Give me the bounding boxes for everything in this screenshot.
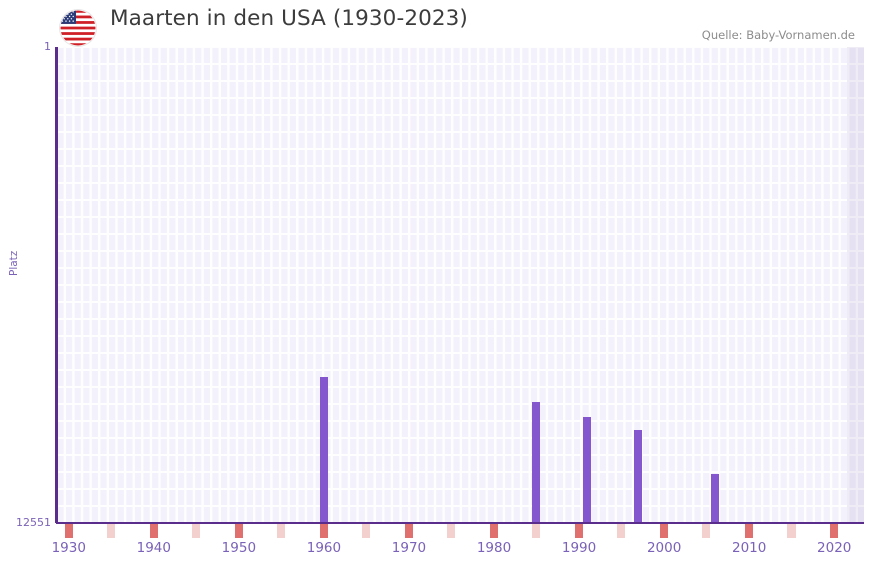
bar-series <box>56 47 864 523</box>
x-axis-label-1990: 1990 <box>561 540 597 556</box>
x-tick-1950 <box>234 524 243 538</box>
bar-1985[interactable] <box>532 401 541 523</box>
x-axis-label-1930: 1930 <box>51 540 86 556</box>
projection-shading <box>846 47 864 523</box>
source-attribution: Quelle: Baby-Vornamen.de <box>701 28 855 42</box>
x-tick-1975 <box>447 524 456 538</box>
plot-area <box>56 47 864 523</box>
y-axis-top-label: 1 <box>44 40 51 53</box>
x-axis-label-1980: 1980 <box>476 540 512 556</box>
bar-1997[interactable] <box>634 430 643 523</box>
x-axis-label-1960: 1960 <box>306 540 342 556</box>
x-tick-2015 <box>787 524 796 538</box>
y-axis-bottom-tick: 12551 <box>0 516 51 530</box>
x-axis-line <box>56 521 864 524</box>
chart-header: Maarten in den USA (1930-2023) Quelle: B… <box>0 0 873 47</box>
x-axis-label-1970: 1970 <box>391 540 427 556</box>
x-tick-1985 <box>532 524 541 538</box>
x-tick-1945 <box>192 524 201 538</box>
x-tick-1965 <box>362 524 371 538</box>
x-axis-label-2000: 2000 <box>646 540 682 556</box>
x-tick-1990 <box>574 524 583 538</box>
bar-1960[interactable] <box>319 376 328 523</box>
y-axis-line <box>55 47 58 523</box>
y-axis-bottom-label: 12551 <box>16 516 51 529</box>
x-axis-labels: 1930 1940 1950 1960 1970 1980 1990 2000 2010 2020 <box>0 540 873 564</box>
x-axis-label-2010: 2010 <box>731 540 767 556</box>
x-axis-label-2020: 2020 <box>817 540 852 556</box>
x-tick-2010 <box>744 524 753 538</box>
y-axis-top-tick: 1 <box>0 40 51 54</box>
x-axis-label-1940: 1940 <box>136 540 171 556</box>
page-title: Maarten in den USA (1930-2023) <box>110 6 468 31</box>
x-tick-1960 <box>319 524 328 538</box>
x-axis-label-1950: 1950 <box>221 540 257 556</box>
us-flag-icon <box>60 10 96 46</box>
y-axis-title: Platz <box>8 250 20 276</box>
x-tick-1955 <box>277 524 286 538</box>
x-tick-2020 <box>829 524 839 538</box>
x-tick-1970 <box>404 524 413 538</box>
x-axis-ticks <box>56 524 864 538</box>
x-tick-1940 <box>149 524 158 538</box>
bar-2006[interactable] <box>710 473 719 523</box>
x-tick-1980 <box>489 524 498 538</box>
bar-1991[interactable] <box>583 416 592 523</box>
grid-lines <box>56 47 864 523</box>
x-tick-1935 <box>107 524 116 538</box>
x-tick-1930 <box>64 524 73 538</box>
x-tick-2000 <box>659 524 668 538</box>
x-tick-1995 <box>617 524 626 538</box>
x-tick-2005 <box>702 524 711 538</box>
